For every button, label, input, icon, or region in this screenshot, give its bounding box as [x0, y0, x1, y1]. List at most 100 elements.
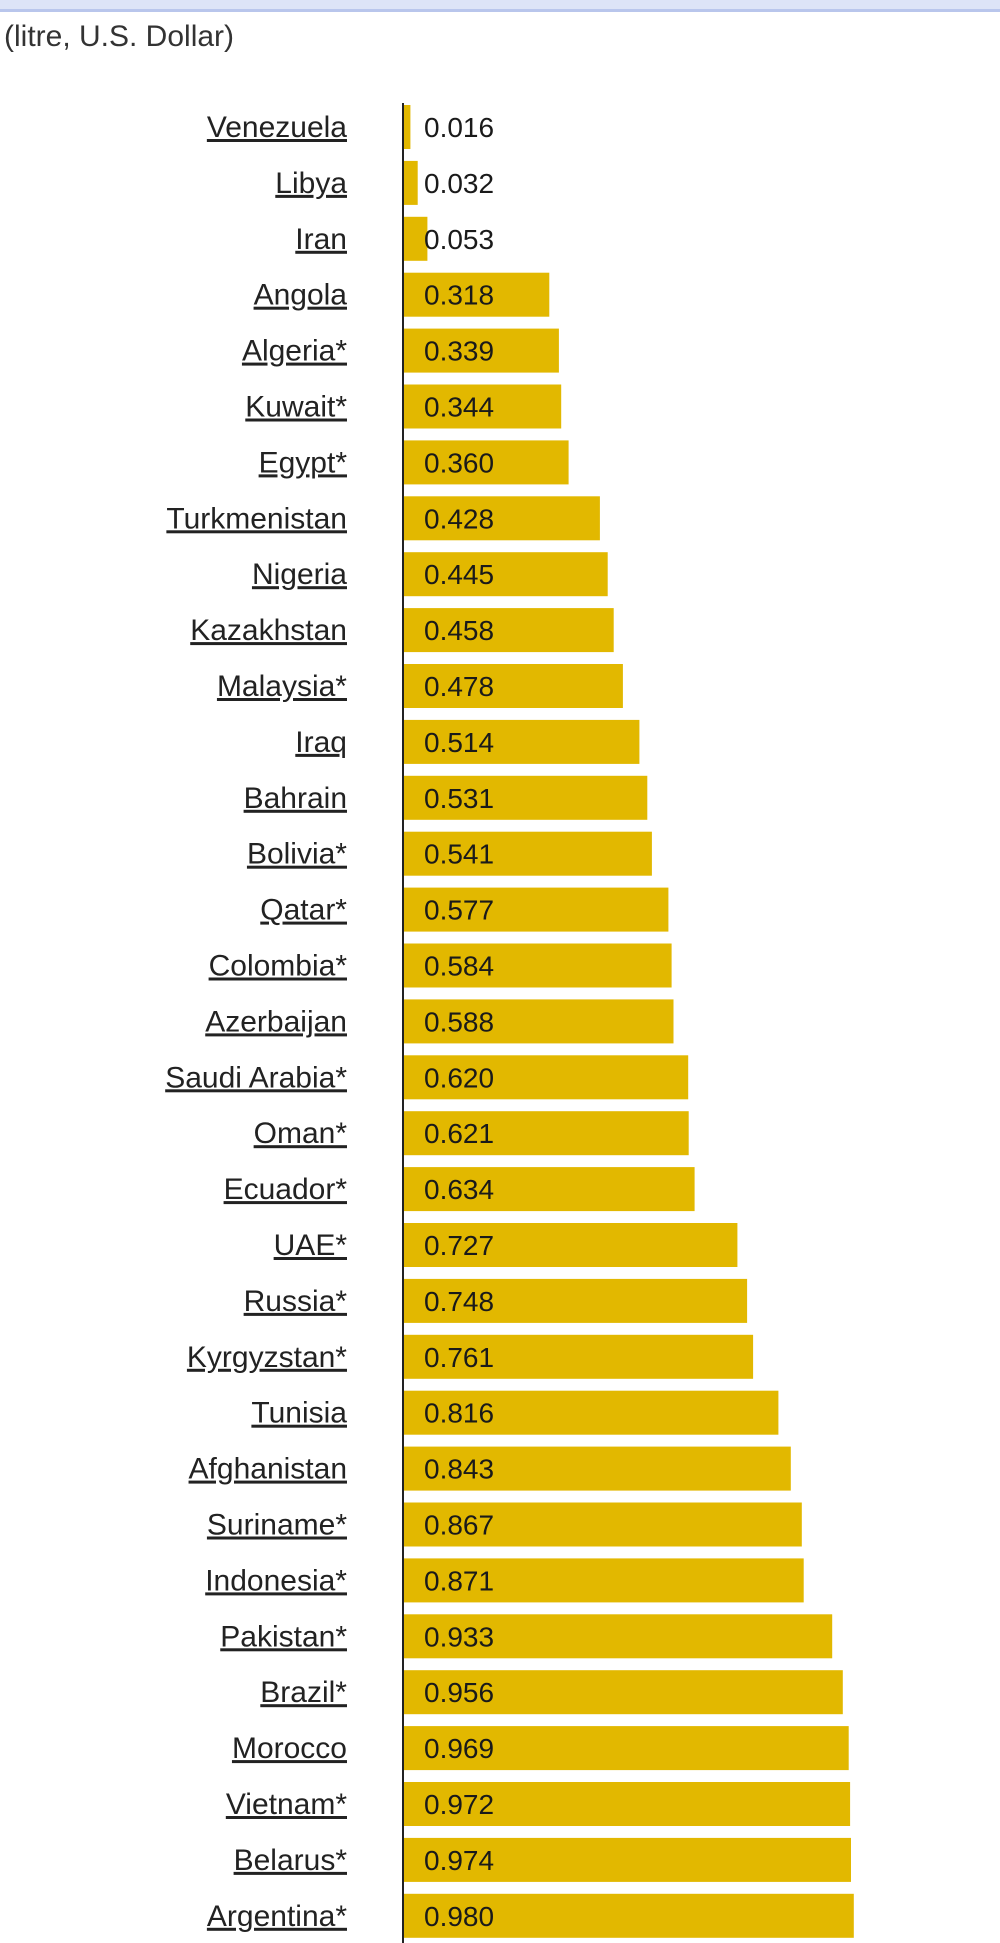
value-label-16: 0.588	[424, 1006, 494, 1037]
bar-19	[403, 1167, 695, 1212]
category-label-4[interactable]: Algeria*	[242, 335, 347, 368]
category-label-16[interactable]: Azerbaijan	[205, 1005, 347, 1038]
value-label-29: 0.969	[424, 1733, 494, 1764]
category-label-0[interactable]: Venezuela	[207, 111, 347, 144]
category-label-5[interactable]: Kuwait*	[245, 391, 347, 424]
bar-4	[403, 328, 559, 373]
category-label-32[interactable]: Argentina*	[207, 1900, 347, 1933]
value-label-17: 0.620	[424, 1062, 494, 1093]
bar-15	[403, 943, 672, 988]
category-label-21[interactable]: Russia*	[244, 1285, 348, 1318]
bar-30	[403, 1782, 851, 1826]
bar-21	[403, 1278, 748, 1323]
value-label-14: 0.577	[424, 895, 494, 926]
bar-5	[403, 384, 562, 429]
category-label-14[interactable]: Qatar*	[260, 894, 347, 927]
bar-29	[403, 1726, 849, 1771]
bar-0	[403, 105, 411, 149]
bar-18	[403, 1111, 689, 1156]
bar-9	[403, 608, 614, 653]
value-label-22: 0.761	[424, 1342, 494, 1373]
category-label-3[interactable]: Angola	[254, 279, 348, 312]
value-label-12: 0.531	[424, 783, 494, 814]
category-label-11[interactable]: Iraq	[295, 726, 347, 759]
value-label-7: 0.428	[424, 503, 494, 534]
bar-12	[403, 775, 648, 820]
category-label-24[interactable]: Afghanistan	[189, 1453, 347, 1486]
value-label-10: 0.478	[424, 671, 494, 702]
category-label-12[interactable]: Bahrain	[244, 782, 347, 815]
value-label-8: 0.445	[424, 559, 494, 590]
bar-3	[403, 272, 550, 317]
value-label-4: 0.339	[424, 336, 494, 367]
category-label-15[interactable]: Colombia*	[209, 950, 348, 983]
category-label-20[interactable]: UAE*	[274, 1229, 348, 1262]
category-label-26[interactable]: Indonesia*	[205, 1564, 347, 1597]
bar-2	[403, 216, 428, 261]
category-label-1[interactable]: Libya	[275, 167, 347, 200]
value-label-25: 0.867	[424, 1510, 494, 1541]
value-label-31: 0.974	[424, 1845, 494, 1876]
bar-1	[403, 160, 418, 205]
category-label-10[interactable]: Malaysia*	[217, 670, 347, 703]
value-label-9: 0.458	[424, 615, 494, 646]
value-label-1: 0.032	[424, 168, 494, 199]
category-label-2[interactable]: Iran	[295, 223, 347, 256]
category-label-25[interactable]: Suriname*	[207, 1509, 347, 1542]
bar-32	[403, 1893, 854, 1938]
value-label-11: 0.514	[424, 727, 494, 758]
value-label-3: 0.318	[424, 280, 494, 311]
bar-7	[403, 496, 600, 541]
value-label-26: 0.871	[424, 1565, 494, 1596]
bar-17	[403, 1055, 689, 1100]
value-label-24: 0.843	[424, 1454, 494, 1485]
bar-28	[403, 1670, 843, 1715]
bar-27	[403, 1614, 833, 1659]
category-label-18[interactable]: Oman*	[254, 1117, 348, 1150]
category-label-30[interactable]: Vietnam*	[226, 1788, 348, 1821]
bar-31	[403, 1837, 851, 1882]
bar-13	[403, 831, 652, 876]
bar-6	[403, 440, 569, 485]
value-label-6: 0.360	[424, 447, 494, 478]
value-label-18: 0.621	[424, 1118, 494, 1149]
category-label-17[interactable]: Saudi Arabia*	[165, 1061, 347, 1094]
value-label-0: 0.016	[424, 112, 494, 143]
bar-11	[403, 719, 640, 764]
bar-8	[403, 552, 608, 597]
category-label-27[interactable]: Pakistan*	[220, 1620, 347, 1653]
bar-14	[403, 887, 669, 932]
value-label-32: 0.980	[424, 1901, 494, 1932]
unit-label: (litre, U.S. Dollar)	[4, 20, 235, 53]
value-label-27: 0.933	[424, 1621, 494, 1652]
value-label-5: 0.344	[424, 392, 494, 423]
category-label-8[interactable]: Nigeria	[252, 558, 347, 591]
bar-16	[403, 999, 674, 1044]
category-label-22[interactable]: Kyrgyzstan*	[187, 1341, 347, 1374]
value-label-23: 0.816	[424, 1398, 494, 1429]
category-label-28[interactable]: Brazil*	[260, 1676, 347, 1709]
value-label-19: 0.634	[424, 1174, 494, 1205]
bar-20	[403, 1223, 738, 1267]
category-label-13[interactable]: Bolivia*	[247, 838, 347, 871]
category-label-31[interactable]: Belarus*	[234, 1844, 348, 1877]
bar-25	[403, 1502, 802, 1547]
category-label-29[interactable]: Morocco	[232, 1732, 347, 1765]
value-label-15: 0.584	[424, 951, 494, 982]
bar-22	[403, 1334, 754, 1379]
bar-10	[403, 664, 623, 708]
category-label-19[interactable]: Ecuador*	[224, 1173, 348, 1206]
category-label-7[interactable]: Turkmenistan	[166, 502, 347, 535]
value-label-13: 0.541	[424, 839, 494, 870]
value-label-21: 0.748	[424, 1286, 494, 1317]
bar-24	[403, 1446, 791, 1491]
bar-26	[403, 1558, 804, 1603]
category-label-9[interactable]: Kazakhstan	[190, 614, 347, 647]
category-label-23[interactable]: Tunisia	[251, 1397, 347, 1430]
value-label-28: 0.956	[424, 1677, 494, 1708]
top-border-bar	[0, 0, 1000, 12]
value-label-20: 0.727	[424, 1230, 494, 1261]
category-label-6[interactable]: Egypt*	[259, 446, 348, 479]
bar-23	[403, 1390, 779, 1435]
